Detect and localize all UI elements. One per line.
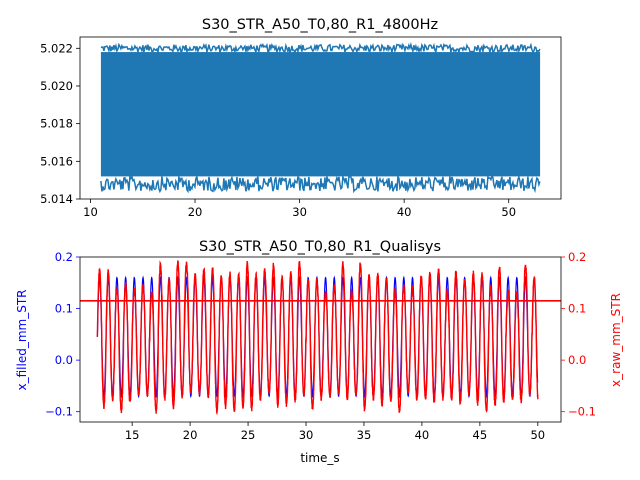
x-tick-label: 25	[241, 428, 256, 442]
x-tick-label: 50	[501, 205, 516, 219]
y-axis-left: −0.1 0.0 0.1 0.2	[45, 250, 80, 419]
y-axis-label-right: x_raw_mm_STR	[609, 293, 623, 387]
y-tick-label: 5.022	[40, 41, 73, 55]
y-tick-label: 0.1	[55, 302, 73, 316]
y-tick-label: −0.1	[45, 405, 73, 419]
plot-frame	[79, 256, 562, 423]
y-tick-label-right: 0.0	[568, 353, 586, 367]
x-axis: 15 20 25 30 35 40 45 50	[125, 422, 545, 442]
plot-frame	[79, 36, 562, 200]
y-tick-label: 5.016	[40, 154, 73, 168]
raw-series-line	[96, 260, 539, 416]
x-tick-label: 45	[473, 428, 488, 442]
x-tick-label: 15	[125, 428, 140, 442]
y-tick-label: 5.020	[40, 79, 73, 93]
x-tick-label: 20	[183, 428, 198, 442]
x-tick-label: 10	[83, 205, 98, 219]
chart-4800hz: S30_STR_A50_T0,80_R1_4800Hz 10 20 30 40 50 5…	[40, 17, 562, 219]
x-tick-label: 20	[188, 205, 203, 219]
qualisys-series	[80, 260, 561, 416]
x-tick-label: 50	[530, 428, 545, 442]
x-tick-label: 30	[299, 428, 314, 442]
y-tick-label-right: 0.2	[568, 250, 586, 264]
x-axis: 10 20 30 40 50	[83, 199, 516, 219]
y-tick-label: 5.018	[40, 117, 73, 131]
signal-lower-edge	[100, 174, 541, 194]
y-axis-label-left: x_filled_mm_STR	[15, 290, 29, 391]
chart-qualisys: S30_STR_A50_T0,80_R1_Qualisys 15 20 25 30 35…	[15, 239, 623, 465]
y-tick-label: 5.014	[40, 192, 73, 206]
signal-band	[100, 52, 541, 177]
x-tick-label: 40	[397, 205, 412, 219]
x-axis-label: time_s	[300, 451, 339, 465]
y-axis: 5.014 5.016 5.018 5.020 5.022	[40, 41, 80, 206]
y-axis-right: −0.1 0.0 0.1 0.2	[561, 250, 596, 419]
x-tick-label: 40	[415, 428, 430, 442]
y-tick-label-right: −0.1	[568, 405, 596, 419]
y-tick-label-right: 0.1	[568, 302, 586, 316]
signal-series	[100, 41, 541, 194]
x-tick-label: 30	[292, 205, 307, 219]
chart-title: S30_STR_A50_T0,80_R1_Qualisys	[199, 239, 441, 255]
y-tick-label: 0.0	[55, 353, 73, 367]
y-tick-label: 0.2	[55, 250, 73, 264]
x-tick-label: 35	[357, 428, 372, 442]
chart-title: S30_STR_A50_T0,80_R1_4800Hz	[202, 17, 438, 33]
signal-upper-edge	[100, 41, 541, 55]
